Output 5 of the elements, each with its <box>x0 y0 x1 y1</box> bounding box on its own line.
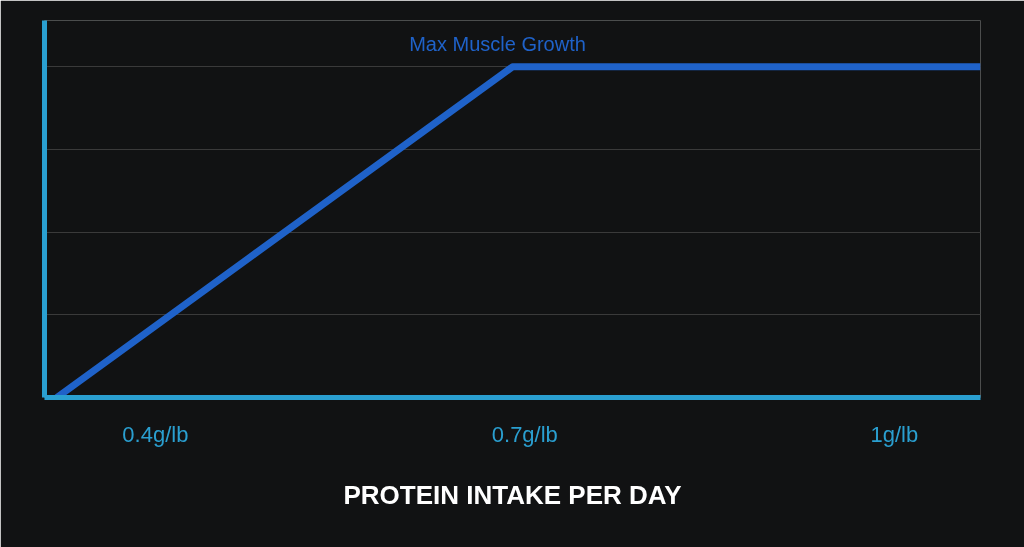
x-tick-label: 1g/lb <box>870 421 919 447</box>
x-tick-label: 0.4g/lb <box>122 421 189 447</box>
text: Max Muscle Growth <box>409 32 586 55</box>
x-axis-title: PROTEIN INTAKE PER DAY <box>343 479 682 510</box>
x-tick-label: 0.7g/lb <box>491 421 558 447</box>
